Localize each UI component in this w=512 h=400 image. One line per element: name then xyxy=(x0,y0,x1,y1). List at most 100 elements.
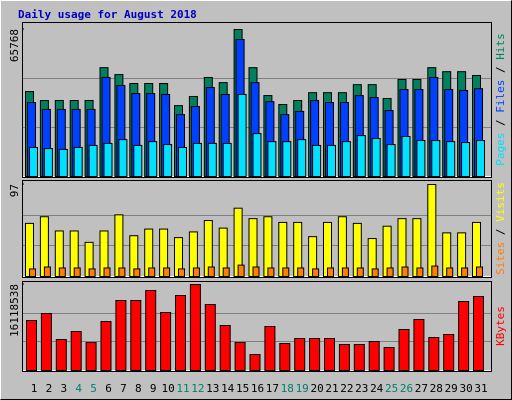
bar xyxy=(178,146,187,177)
x-tick-label: 29 xyxy=(445,382,458,395)
bar xyxy=(413,318,425,371)
x-tick-label: 8 xyxy=(135,382,142,395)
bar xyxy=(133,144,143,178)
bar xyxy=(383,346,395,371)
bar xyxy=(473,296,484,372)
bar xyxy=(282,141,292,177)
x-tick-label: 22 xyxy=(340,382,353,395)
bar xyxy=(204,304,216,371)
bar xyxy=(297,139,307,177)
bar xyxy=(222,267,230,278)
bar xyxy=(386,144,396,177)
bar xyxy=(327,267,334,278)
x-tick-label: 3 xyxy=(60,382,67,395)
bar xyxy=(114,214,124,277)
bar xyxy=(368,341,380,371)
chart-title: Daily usage for August 2018 xyxy=(18,8,197,21)
bar xyxy=(443,334,455,372)
bar xyxy=(371,268,379,278)
x-tick-label: 28 xyxy=(430,382,443,395)
y-tick-label: 16118538 xyxy=(8,284,21,337)
bar xyxy=(371,138,381,177)
bar xyxy=(458,301,470,371)
bar xyxy=(175,294,186,371)
x-tick-label: 4 xyxy=(75,382,82,395)
x-tick-label: 6 xyxy=(105,382,112,395)
bar xyxy=(43,266,51,278)
legend-separator: / xyxy=(494,60,507,80)
x-tick-label: 20 xyxy=(310,382,323,395)
bar xyxy=(476,266,483,278)
x-tick-label: 18 xyxy=(281,382,294,395)
x-tick-label: 21 xyxy=(325,382,338,395)
bar xyxy=(207,266,215,278)
bar xyxy=(73,267,81,278)
bar xyxy=(324,337,335,371)
bar xyxy=(398,329,410,371)
bar xyxy=(416,267,424,278)
bar xyxy=(189,284,201,371)
legend-entry: Sites xyxy=(494,242,507,275)
bar xyxy=(130,299,142,372)
x-tick-label: 23 xyxy=(355,382,368,395)
x-tick-label: 16 xyxy=(251,382,264,395)
legend-entry: Files xyxy=(494,80,507,113)
x-tick-label: 13 xyxy=(206,382,219,395)
bar xyxy=(327,144,336,178)
bar xyxy=(461,142,471,177)
bar xyxy=(88,268,96,278)
bar xyxy=(29,268,36,278)
bar xyxy=(88,144,98,178)
bar xyxy=(118,139,128,177)
x-tick-label: 9 xyxy=(150,382,157,395)
bar xyxy=(249,353,261,372)
bar xyxy=(40,313,52,371)
bar xyxy=(55,339,67,372)
bar xyxy=(312,144,322,178)
bar xyxy=(163,144,173,177)
bar xyxy=(282,267,290,278)
bar xyxy=(252,133,262,177)
bar xyxy=(237,264,245,278)
legend: Sites / Visits xyxy=(494,182,507,275)
legend-separator: / xyxy=(494,113,507,133)
bar xyxy=(103,142,113,178)
legend-entry: Visits xyxy=(494,182,507,222)
x-tick-label: 14 xyxy=(221,382,235,395)
y-tick-label: 97 xyxy=(8,184,21,197)
bar xyxy=(267,267,275,278)
bar xyxy=(100,320,112,371)
x-tick-label: 10 xyxy=(161,382,174,395)
bar xyxy=(312,268,320,278)
bar xyxy=(401,135,411,177)
x-tick-label: 17 xyxy=(266,382,279,395)
legend: KBytes xyxy=(494,306,507,346)
bar xyxy=(192,142,202,178)
x-tick-label: 15 xyxy=(236,382,249,395)
bar xyxy=(309,337,321,371)
x-tick-label: 2 xyxy=(46,382,53,395)
bar xyxy=(416,140,426,178)
bar xyxy=(26,320,37,371)
bar xyxy=(58,267,66,278)
legend-separator: / xyxy=(494,222,507,242)
bar xyxy=(264,325,276,371)
x-tick-label: 26 xyxy=(400,382,413,395)
x-tick-label: 7 xyxy=(120,382,127,395)
x-tick-label: 19 xyxy=(296,382,309,395)
legend-entry: Hits xyxy=(494,33,507,60)
bar xyxy=(294,337,306,371)
bar xyxy=(58,148,68,177)
bar xyxy=(85,341,97,372)
x-tick-label: 30 xyxy=(459,382,472,395)
bar xyxy=(70,330,82,372)
bar xyxy=(386,267,394,278)
bar xyxy=(267,141,277,177)
bar xyxy=(341,141,351,177)
legend-entry: KBytes xyxy=(494,306,507,346)
bar xyxy=(338,344,350,371)
bar xyxy=(252,266,260,278)
bar xyxy=(237,93,247,177)
